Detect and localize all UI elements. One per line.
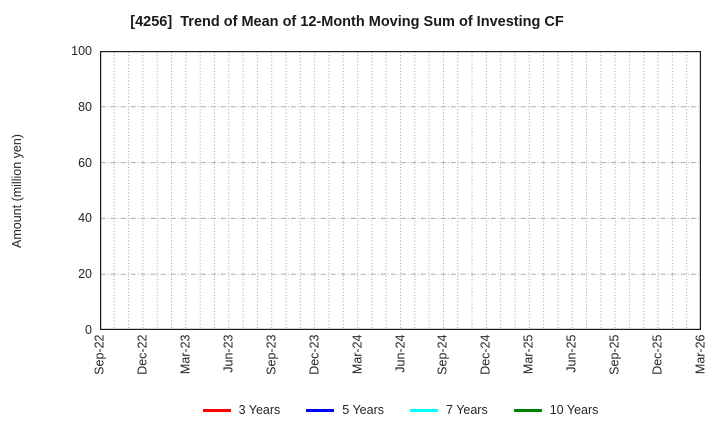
x-tick-label: Dec-23 [307,334,322,375]
y-tick-label: 40 [78,211,92,226]
legend-label: 10 Years [549,403,599,417]
x-tick-label: Jun-23 [221,334,236,373]
x-tick-label: Jun-25 [564,334,579,373]
x-tick-label: Dec-24 [478,334,493,375]
y-tick-label: 20 [78,267,92,282]
x-tick-label: Sep-22 [92,334,107,375]
x-tick-label: Sep-23 [264,334,279,375]
legend-line-swatch [513,408,542,412]
legend-item: 3 Years [202,403,281,417]
x-tick-label: Mar-24 [350,334,365,375]
y-tick-label: 0 [85,323,92,337]
legend-line-swatch [202,408,231,412]
x-tick-label: Sep-24 [435,334,450,375]
legend-item: 7 Years [410,403,488,417]
y-tick-label: 100 [71,44,92,58]
x-tick-label: Mar-26 [693,334,708,375]
axes-border [100,51,701,330]
x-tick-label: Dec-22 [135,334,150,375]
legend-line-swatch [410,408,439,412]
x-tick-label: Dec-25 [650,334,665,375]
x-tick-label: Jun-24 [393,334,407,373]
y-tick-label: 80 [78,99,92,114]
legend-label: 5 Years [342,403,385,417]
y-tick-label: 60 [78,155,92,170]
x-tick-label: Mar-25 [521,334,536,375]
y-axis-label: Amount (million yen) [10,134,24,248]
legend-label: 3 Years [238,403,281,417]
chart-title: [4256] Trend of Mean of 12-Month Moving … [130,14,564,30]
legend-item: 10 Years [513,403,599,417]
legend-line-swatch [306,408,335,412]
plot-area [100,51,701,330]
legend-item: 5 Years [306,403,384,417]
legend-label: 7 Years [446,403,488,417]
x-tick-label: Sep-25 [607,334,622,375]
legend: 3 Years 5 Years 7 Years 10 Years [100,401,701,419]
x-tick-label: Mar-23 [178,334,193,375]
